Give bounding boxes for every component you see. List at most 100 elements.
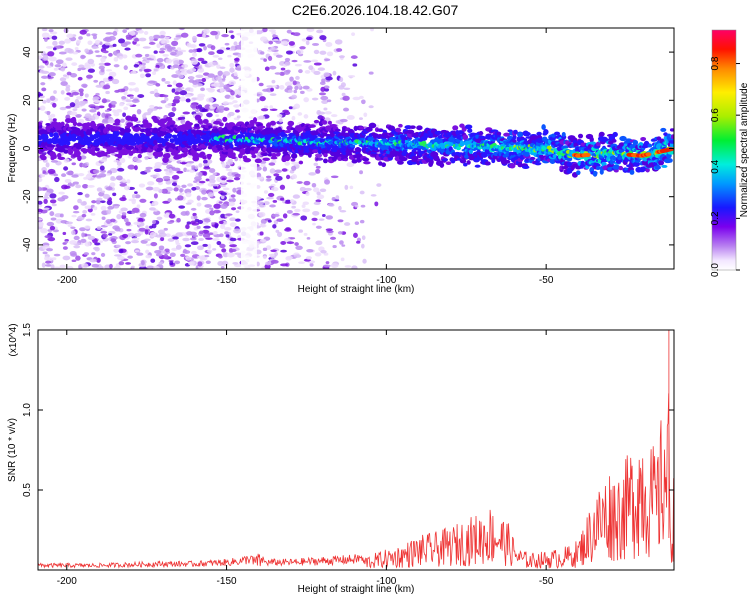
spectrogram-noise-mark [50,113,56,118]
spectrogram-noise-mark [163,254,169,259]
spectrogram-noise-mark [59,77,67,82]
spectrogram-noise-mark [71,259,77,263]
spectrogram-noise-mark [145,186,154,191]
spectrogram-noise-mark [210,30,218,36]
spectrogram-noise-mark [119,197,127,202]
spectrogram-band-mark [213,120,221,125]
snr-y-axis-label: SNR (10 * v/v) [7,418,18,482]
spectrogram-noise-mark [229,62,235,68]
spectrogram-noise-mark [41,32,50,38]
spectrogram-noise-mark [231,207,237,211]
spectrogram-band-mark [534,161,542,166]
spectrogram-noise-mark [260,108,269,112]
spectrogram-noise-mark [184,244,192,248]
spectrogram-noise-mark [282,213,288,219]
spectrogram-noise-mark [233,57,240,61]
spectrogram-noise-mark [294,85,299,91]
spectrogram-noise-mark [313,162,319,167]
spectrogram-noise-mark [260,51,265,55]
spectrogram-noise-mark [271,31,277,35]
spectrogram-noise-mark [195,105,200,110]
spectrogram-noise-mark [72,210,80,214]
spectrogram-band-mark [362,157,370,162]
spectrogram-band-mark [93,135,99,139]
spectrogram-band-mark [468,149,473,154]
spectrogram-band-mark [207,154,212,160]
spectrogram-band-mark [248,130,255,134]
spectrogram-noise-mark [220,180,226,184]
spectrogram-noise-mark [193,215,198,220]
spectrogram-noise-mark [370,194,377,197]
spectrogram-noise-mark [299,186,306,192]
spectrogram-noise-mark [368,71,374,75]
spectrogram-noise-mark [112,109,117,113]
spectrogram-noise-mark [295,75,300,80]
spectrogram-noise-mark [96,197,103,201]
spectrogram-noise-mark [147,181,155,186]
spectrogram-noise-mark [81,108,87,112]
spectrogram-noise-mark [158,261,164,265]
spectrogram-band-mark [486,152,494,156]
spectrogram-noise-mark [279,184,286,190]
spectrogram-noise-mark [130,70,137,74]
spectrogram-band-mark [395,127,402,133]
spectrogram-noise-mark [340,257,345,262]
spectrogram-noise-mark [158,232,167,238]
spectrogram-band-mark [158,151,164,157]
spectrogram-noise-mark [47,51,55,57]
spectrogram-band-mark [258,125,266,129]
spectrogram-noise-mark [213,209,221,214]
spectrogram-band-mark [445,161,452,165]
spectrogram-noise-mark [171,40,179,47]
spectrogram-noise-mark [263,105,269,109]
spectrogram-noise-mark [153,34,161,39]
spectrogram-noise-mark [65,105,72,109]
spectrogram-noise-mark [70,226,76,229]
spectrogram-noise-mark [188,49,194,53]
spectrogram-band-mark [165,153,171,158]
spectrogram-noise-mark [71,91,80,96]
spectrogram-noise-mark [156,58,164,63]
spectrogram-noise-mark [144,169,151,173]
spectrogram-noise-mark [263,58,267,62]
spectrogram-band-mark [197,118,203,124]
spectrogram-noise-mark [210,45,216,51]
spectrogram-band-mark [165,133,173,137]
spectrogram-noise-mark [176,217,181,223]
spectrogram-noise-mark [233,228,242,234]
spectrogram-noise-mark [127,232,135,238]
spectrogram-noise-mark [62,74,68,77]
spectrogram-band-mark [295,132,300,138]
spectrogram-noise-mark [81,213,87,218]
spectrogram-noise-mark [218,201,223,204]
spectrogram-band-mark [126,122,134,128]
spectrogram-band-mark [219,122,224,127]
spectrogram-noise-mark [154,92,160,98]
spectrogram-noise-mark [52,40,58,46]
spectrogram-band-mark [669,128,674,132]
spectrogram-noise-mark [63,28,69,34]
spectrogram-band-mark [183,151,188,157]
spectrogram-noise-mark [298,69,303,74]
spectrogram-noise-mark [101,98,107,104]
spectrogram-noise-mark [141,260,145,266]
spectrogram-noise-mark [153,165,161,170]
spectrogram-noise-mark [224,226,232,231]
spectrogram-noise-mark [87,235,96,241]
spectrogram-noise-mark [60,67,66,72]
spectrogram-band-mark [541,124,546,131]
spectrogram-noise-mark [320,95,329,101]
spectrogram-noise-mark [269,108,278,112]
spectrogram-noise-mark [150,174,158,178]
spectrogram-noise-mark [220,192,227,196]
spectrogram-noise-mark [323,85,330,89]
spectrogram-noise-mark [230,194,236,198]
spectrogram-noise-mark [171,247,178,251]
spectrogram-noise-mark [263,201,270,206]
spectrogram-noise-mark [280,241,287,246]
spectrogram-noise-mark [98,105,105,109]
spectrogram-noise-mark [81,232,85,238]
spectrogram-noise-mark [179,28,185,31]
spectrogram-band-mark [478,131,484,136]
spectrogram-noise-mark [116,214,122,220]
